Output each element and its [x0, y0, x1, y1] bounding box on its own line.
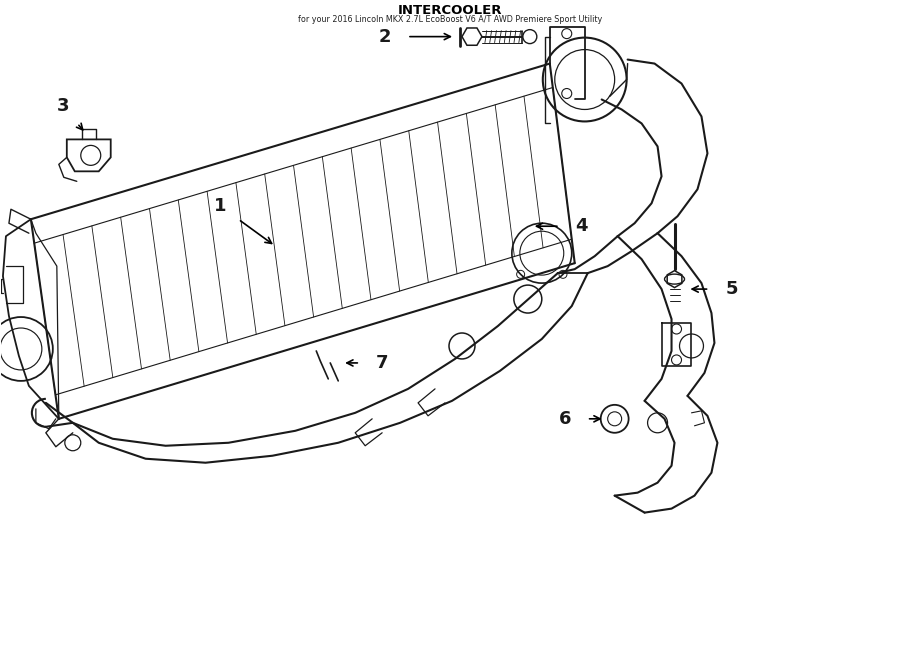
Text: 5: 5	[725, 280, 738, 298]
Text: 2: 2	[379, 28, 392, 46]
Text: 4: 4	[575, 217, 588, 235]
Text: 6: 6	[559, 410, 571, 428]
Text: INTERCOOLER: INTERCOOLER	[398, 4, 502, 17]
Text: 1: 1	[214, 197, 227, 215]
Text: for your 2016 Lincoln MKX 2.7L EcoBoost V6 A/T AWD Premiere Sport Utility: for your 2016 Lincoln MKX 2.7L EcoBoost …	[298, 15, 602, 24]
Text: 7: 7	[376, 354, 389, 372]
Text: 3: 3	[57, 97, 69, 116]
